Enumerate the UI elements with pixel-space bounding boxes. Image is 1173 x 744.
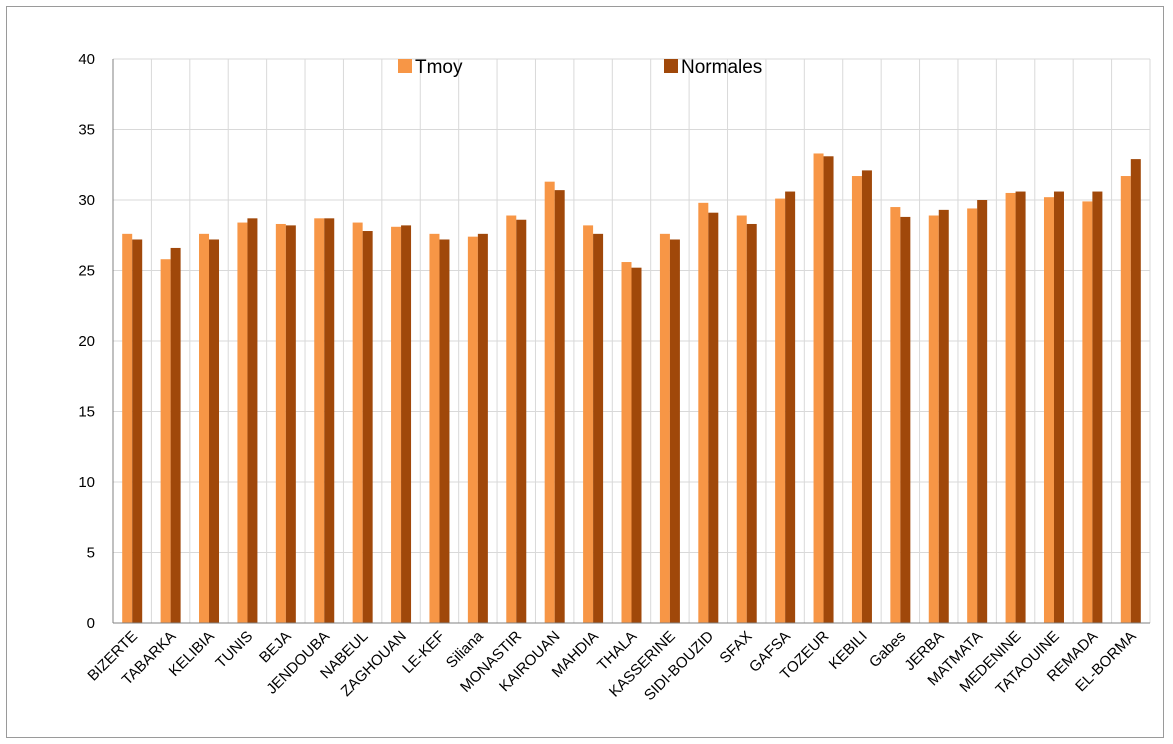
- y-tick-label: 25: [78, 263, 95, 280]
- legend-label-tmoy: Tmoy: [415, 57, 463, 78]
- bar-tmoy-zaghouan: [391, 226, 402, 624]
- bar-normales-nabeul: [362, 231, 373, 623]
- bar-normales-sidi-bouzid: [708, 212, 719, 623]
- y-tick-label: 30: [78, 192, 95, 209]
- bar-normales-kebili: [861, 170, 872, 623]
- legend-swatch-tmoy: [398, 59, 412, 73]
- bar-tmoy-kasserine: [659, 233, 670, 623]
- bar-tmoy-tozeur: [813, 153, 824, 623]
- bar-normales-kelibia: [209, 239, 220, 624]
- y-tick-label: 20: [78, 333, 95, 350]
- x-tick-label: TUNIS: [212, 628, 256, 672]
- y-tick-label: 35: [78, 122, 95, 139]
- bar-normales-beja: [285, 225, 296, 623]
- bar-tmoy-mahdia: [583, 225, 594, 623]
- bar-normales-siliana: [477, 233, 488, 623]
- bar-tmoy-jendouba: [314, 218, 325, 623]
- bar-normales-kasserine: [669, 239, 680, 624]
- bar-tmoy-medenine: [1005, 192, 1016, 623]
- legend-label-normales: Normales: [681, 57, 762, 78]
- bar-normales-medenine: [1015, 191, 1026, 624]
- y-tick-label: 10: [78, 474, 95, 491]
- bar-normales-gabes: [900, 216, 911, 624]
- bar-normales-mahdia: [593, 233, 604, 623]
- bar-normales-thala: [631, 267, 642, 623]
- bar-tmoy-nabeul: [352, 222, 363, 623]
- y-tick-label: 5: [87, 545, 95, 562]
- bar-normales-tozeur: [823, 156, 834, 624]
- bar-tmoy-tataouine: [1043, 197, 1054, 623]
- bar-tmoy-sidi-bouzid: [698, 202, 709, 623]
- bar-normales-bizerte: [132, 239, 143, 624]
- bar-tmoy-gabes: [890, 207, 901, 624]
- bar-normales-sfax: [746, 223, 757, 623]
- bar-normales-jerba: [938, 209, 949, 623]
- y-axis-ticks: 0 5 10 15 20 25 30 35 40: [78, 51, 95, 632]
- bar-normales-zaghouan: [401, 225, 412, 623]
- bar-tmoy-kairouan: [544, 181, 555, 624]
- bar-tmoy-kelibia: [199, 233, 210, 623]
- legend: Tmoy Normales: [398, 57, 762, 78]
- bar-normales-jendouba: [324, 218, 335, 623]
- legend-swatch-normales: [664, 59, 678, 73]
- bar-tmoy-remada: [1082, 201, 1093, 623]
- bar-tmoy-siliana: [467, 236, 478, 623]
- bar-normales-le-kef: [439, 239, 450, 624]
- bar-normales-el-borma: [1130, 159, 1141, 624]
- bar-tmoy-monastir: [506, 215, 517, 623]
- bar-tmoy-thala: [621, 262, 632, 623]
- bar-normales-tabarka: [170, 247, 181, 623]
- bar-normales-kairouan: [554, 190, 565, 623]
- bar-normales-tunis: [247, 218, 258, 623]
- bar-normales-tataouine: [1053, 191, 1064, 624]
- bar-tmoy-tunis: [237, 222, 248, 623]
- bar-tmoy-jerba: [928, 215, 939, 623]
- bar-normales-monastir: [516, 219, 527, 624]
- bar-tmoy-kebili: [851, 176, 862, 623]
- bars: [122, 153, 1141, 624]
- x-tick-label: LE-KEF: [399, 628, 448, 677]
- bar-tmoy-sfax: [736, 215, 747, 623]
- bar-tmoy-beja: [275, 223, 286, 623]
- y-tick-label: 15: [78, 404, 95, 421]
- bar-normales-matmata: [977, 200, 988, 623]
- bar-tmoy-le-kef: [429, 233, 440, 623]
- axes: [112, 59, 1150, 624]
- x-tick-label: KEBILI: [826, 628, 871, 673]
- bar-normales-gafsa: [785, 191, 796, 624]
- bar-tmoy-tabarka: [160, 259, 171, 623]
- bar-tmoy-el-borma: [1120, 176, 1131, 623]
- y-tick-label: 0: [87, 615, 95, 632]
- bar-tmoy-matmata: [967, 208, 978, 623]
- bar-tmoy-bizerte: [122, 233, 133, 623]
- y-tick-label: 40: [78, 51, 95, 68]
- bar-normales-remada: [1092, 191, 1103, 624]
- bar-tmoy-gafsa: [775, 198, 786, 623]
